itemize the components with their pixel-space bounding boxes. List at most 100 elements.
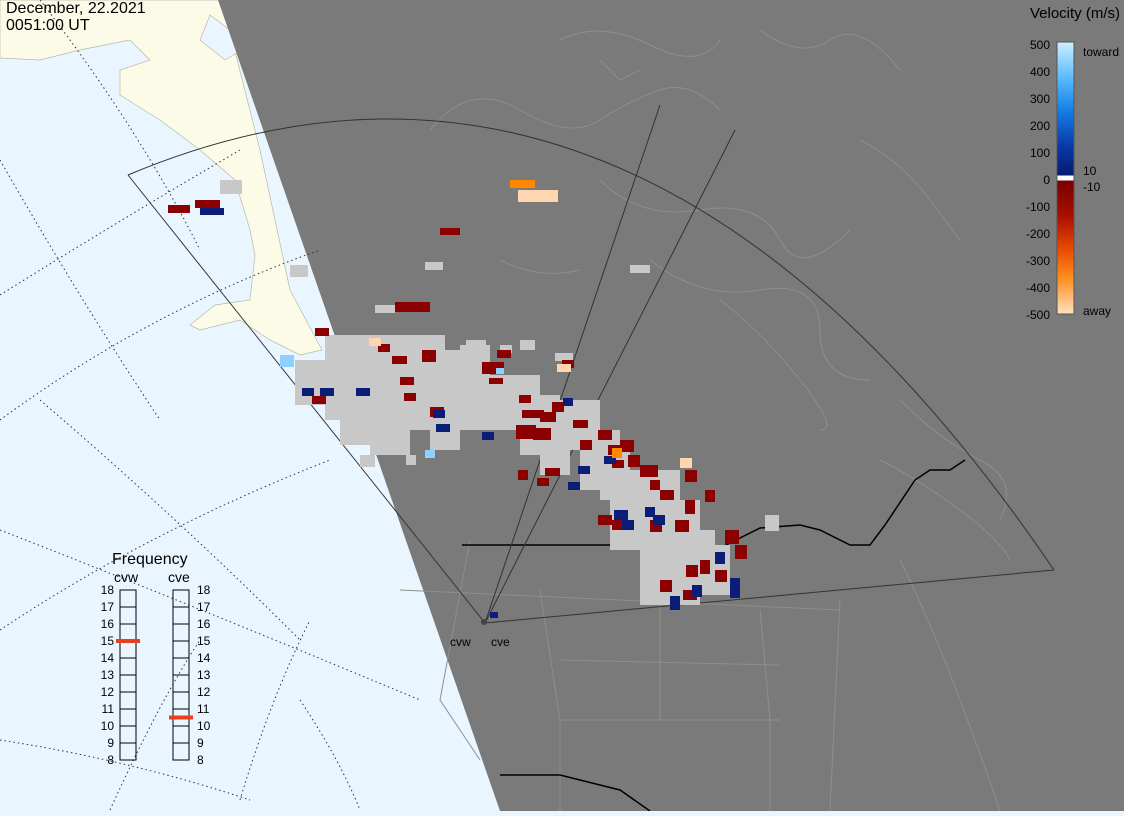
frequency-tick-label: 8 [107,753,114,767]
scatter-cell [686,565,698,577]
scatter-cell [645,507,655,517]
scatter-cell [685,500,695,514]
scatter-cell [510,180,535,188]
frequency-tick-label: 12 [197,685,211,699]
scatter-cell [375,305,395,313]
scatter-cell [433,410,445,418]
velocity-tick-label: 400 [1030,65,1050,79]
scatter-cell [580,440,592,450]
velocity-cells [168,180,779,618]
scatter-cell [522,410,544,418]
scatter-cell [660,490,674,500]
scatter-cell [360,455,375,467]
frequency-marker [169,715,193,720]
scatter-cell [578,466,590,474]
frequency-title: Frequency [112,551,188,568]
scatter-cell [640,465,658,477]
scatter-cell [537,478,549,486]
scatter-cell [545,468,560,476]
frequency-tick-label: 17 [197,600,211,614]
radar-site-cvw-label: cvw [450,635,471,649]
scatter-cell [320,388,334,396]
frequency-tick-label: 17 [101,600,115,614]
scatter-cell [392,356,407,364]
velocity-colorbar [1056,41,1075,315]
scatter-cell [518,190,558,202]
scatter-cell [653,515,665,525]
frequency-tick-label: 15 [101,634,115,648]
scatter-cell [400,377,414,385]
scatter-cell [200,208,224,215]
scatter-cell [557,364,571,372]
scatter-cell [715,570,727,582]
us-canada-border [462,459,966,549]
frequency-tick-label: 12 [101,685,115,699]
scatter-cell [555,353,573,361]
frequency-tick-label: 10 [101,719,115,733]
scatter-cell [280,355,294,367]
scatter-cell [425,450,435,458]
velocity-tick-label: 500 [1030,38,1050,52]
scatter-cell [520,340,535,350]
radar-sites: cvw cve [450,619,510,649]
velocity-tick-label: -400 [1026,281,1050,295]
scatter-cell [540,412,556,422]
frequency-marker [116,639,140,643]
graticule [0,0,421,811]
scatter-cell [440,228,460,235]
velocity-tick-label: 200 [1030,119,1050,133]
scatter-cell [406,455,416,465]
scatter-cell [302,388,314,396]
scatter-cell [490,612,498,618]
scatter-cell [436,424,450,432]
scatter-cell [378,344,390,352]
velocity-tick-label: -100 [1026,200,1050,214]
frequency-scales: 18 17 16 15 14 13 12 11 10 9 8 18 17 16 15 14 13 12 11 10 9 8 [101,583,211,767]
scatter-cell [675,520,689,532]
frequency-tick-label: 15 [197,634,211,648]
radar-site-marker [481,619,487,625]
timestamp-time: 0051:00 UT [6,17,90,34]
frequency-tick-label: 13 [197,668,211,682]
scatter-cell [650,480,660,490]
frequency-tick-label: 13 [101,668,115,682]
scatter-cell [730,578,740,598]
velocity-toward-label: toward [1083,45,1119,59]
frequency-tick-label: 9 [107,736,114,750]
us-mexico-border [500,774,651,812]
scatter-cell [482,432,494,440]
scatter-cell [715,552,725,564]
velocity-threshold-pos: 10 [1083,164,1097,178]
scatter-cell [660,580,672,592]
scatter-cell [612,460,624,468]
scatter-cell [622,520,634,530]
scatter-cell [460,345,490,405]
velocity-threshold-neg: -10 [1083,180,1101,194]
scatter-cell [628,455,640,467]
scatter-cell [568,482,580,490]
scatter-cell [369,338,381,346]
scatter-cell [395,302,430,312]
scatter-cell [670,596,680,610]
scatter-cell [519,395,531,403]
scatter-cell [573,420,588,428]
scatter-cell [533,428,551,440]
scatter-cell [705,490,715,502]
frequency-panel: Frequency cvw cve 1817161514131211109818… [101,551,211,767]
scatter-cell [552,402,564,412]
scatter-cell [290,265,308,277]
scatter-cell [404,393,416,401]
scatter-cell [516,425,536,439]
scatter-cell [500,345,512,353]
scatter-cell [700,560,710,574]
frequency-tick-label: 18 [101,583,115,597]
velocity-tick-label: -300 [1026,254,1050,268]
scatter-cell [497,350,511,358]
scatter-cell [598,430,612,440]
scatter-cell [312,396,326,404]
frequency-tick-label: 11 [102,702,115,716]
scatter-cell [489,378,503,384]
scatter-cell [422,350,436,362]
